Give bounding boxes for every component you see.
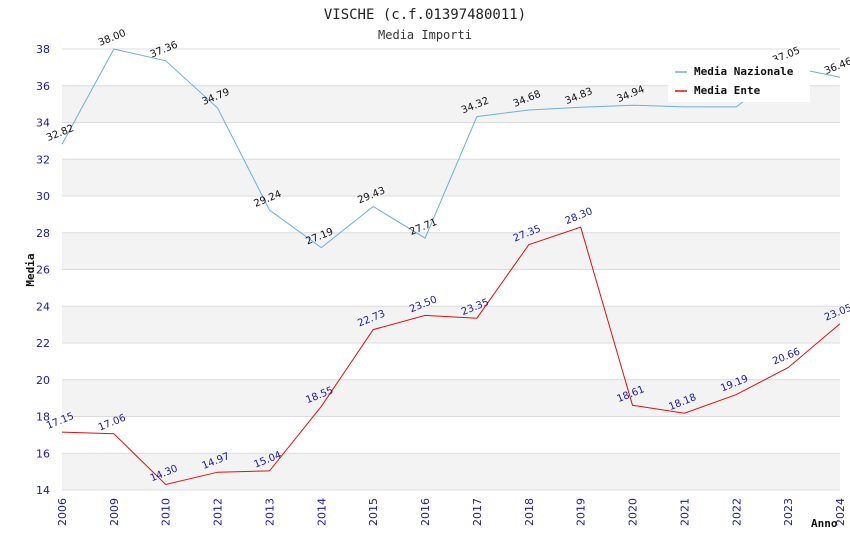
y-tick-label: 26	[36, 264, 50, 277]
x-tick-label: 2019	[575, 498, 588, 526]
legend-label-nazionale: Media Nazionale	[694, 65, 794, 78]
series-line-nazionale	[61, 48, 841, 249]
x-tick-label: 2017	[471, 498, 484, 526]
x-axis-label: Anno	[811, 517, 838, 530]
y-tick-label: 24	[36, 300, 50, 313]
x-tick-label: 2016	[419, 498, 432, 526]
y-tick-label: 20	[36, 374, 50, 387]
plot-band	[62, 416, 840, 454]
plot-band	[62, 379, 840, 417]
plot-band	[62, 232, 840, 270]
y-tick-label: 22	[36, 337, 50, 350]
x-tick-label: 2015	[367, 498, 380, 526]
chart-subtitle: Media Importi	[378, 28, 472, 42]
plot-band	[62, 196, 840, 233]
data-label: 38.00	[97, 28, 128, 49]
y-tick-label: 30	[36, 190, 50, 203]
grid-lines	[62, 48, 840, 491]
series-lines	[61, 48, 841, 486]
series-line-ente	[61, 226, 841, 486]
y-axis-ticks: 14 16 18 20 22 24 26 28 30 32 34 36 38	[36, 43, 50, 497]
x-tick-label: 2006	[56, 498, 69, 526]
y-tick-label: 36	[36, 80, 50, 93]
y-tick-label: 38	[36, 43, 50, 56]
plot-band	[62, 269, 840, 307]
x-tick-label: 2012	[212, 498, 225, 526]
chart-title: VISCHE (c.f.01397480011)	[324, 7, 526, 23]
y-axis-label: Media	[24, 253, 37, 286]
x-tick-label: 2018	[523, 498, 536, 526]
x-tick-label: 2022	[730, 498, 743, 526]
x-tick-label: 2024	[834, 498, 847, 526]
x-tick-label: 2023	[782, 498, 795, 526]
plot-band	[62, 306, 840, 343]
x-tick-label: 2020	[627, 498, 640, 526]
x-axis-ticks: 2006 2009 2010 2012 2013 2014 2015 2016 2017 2018…	[56, 498, 847, 526]
plot-band	[62, 453, 840, 490]
plot-bands	[62, 49, 840, 490]
legend-label-ente: Media Ente	[694, 84, 761, 97]
legend-background	[668, 60, 810, 102]
x-tick-label: 2009	[108, 498, 121, 526]
y-tick-label: 16	[36, 447, 50, 460]
legend: Media Nazionale Media Ente	[668, 60, 810, 102]
y-tick-label: 28	[36, 227, 50, 240]
plot-band	[62, 343, 840, 380]
x-tick-label: 2021	[678, 498, 691, 526]
x-tick-label: 2013	[263, 498, 276, 526]
x-tick-label: 2014	[315, 498, 328, 526]
plot-band	[62, 122, 840, 160]
y-tick-label: 34	[36, 117, 50, 130]
y-tick-label: 18	[36, 411, 50, 424]
x-tick-label: 2010	[160, 498, 173, 526]
y-tick-label: 14	[36, 484, 50, 497]
y-tick-label: 32	[36, 153, 50, 166]
